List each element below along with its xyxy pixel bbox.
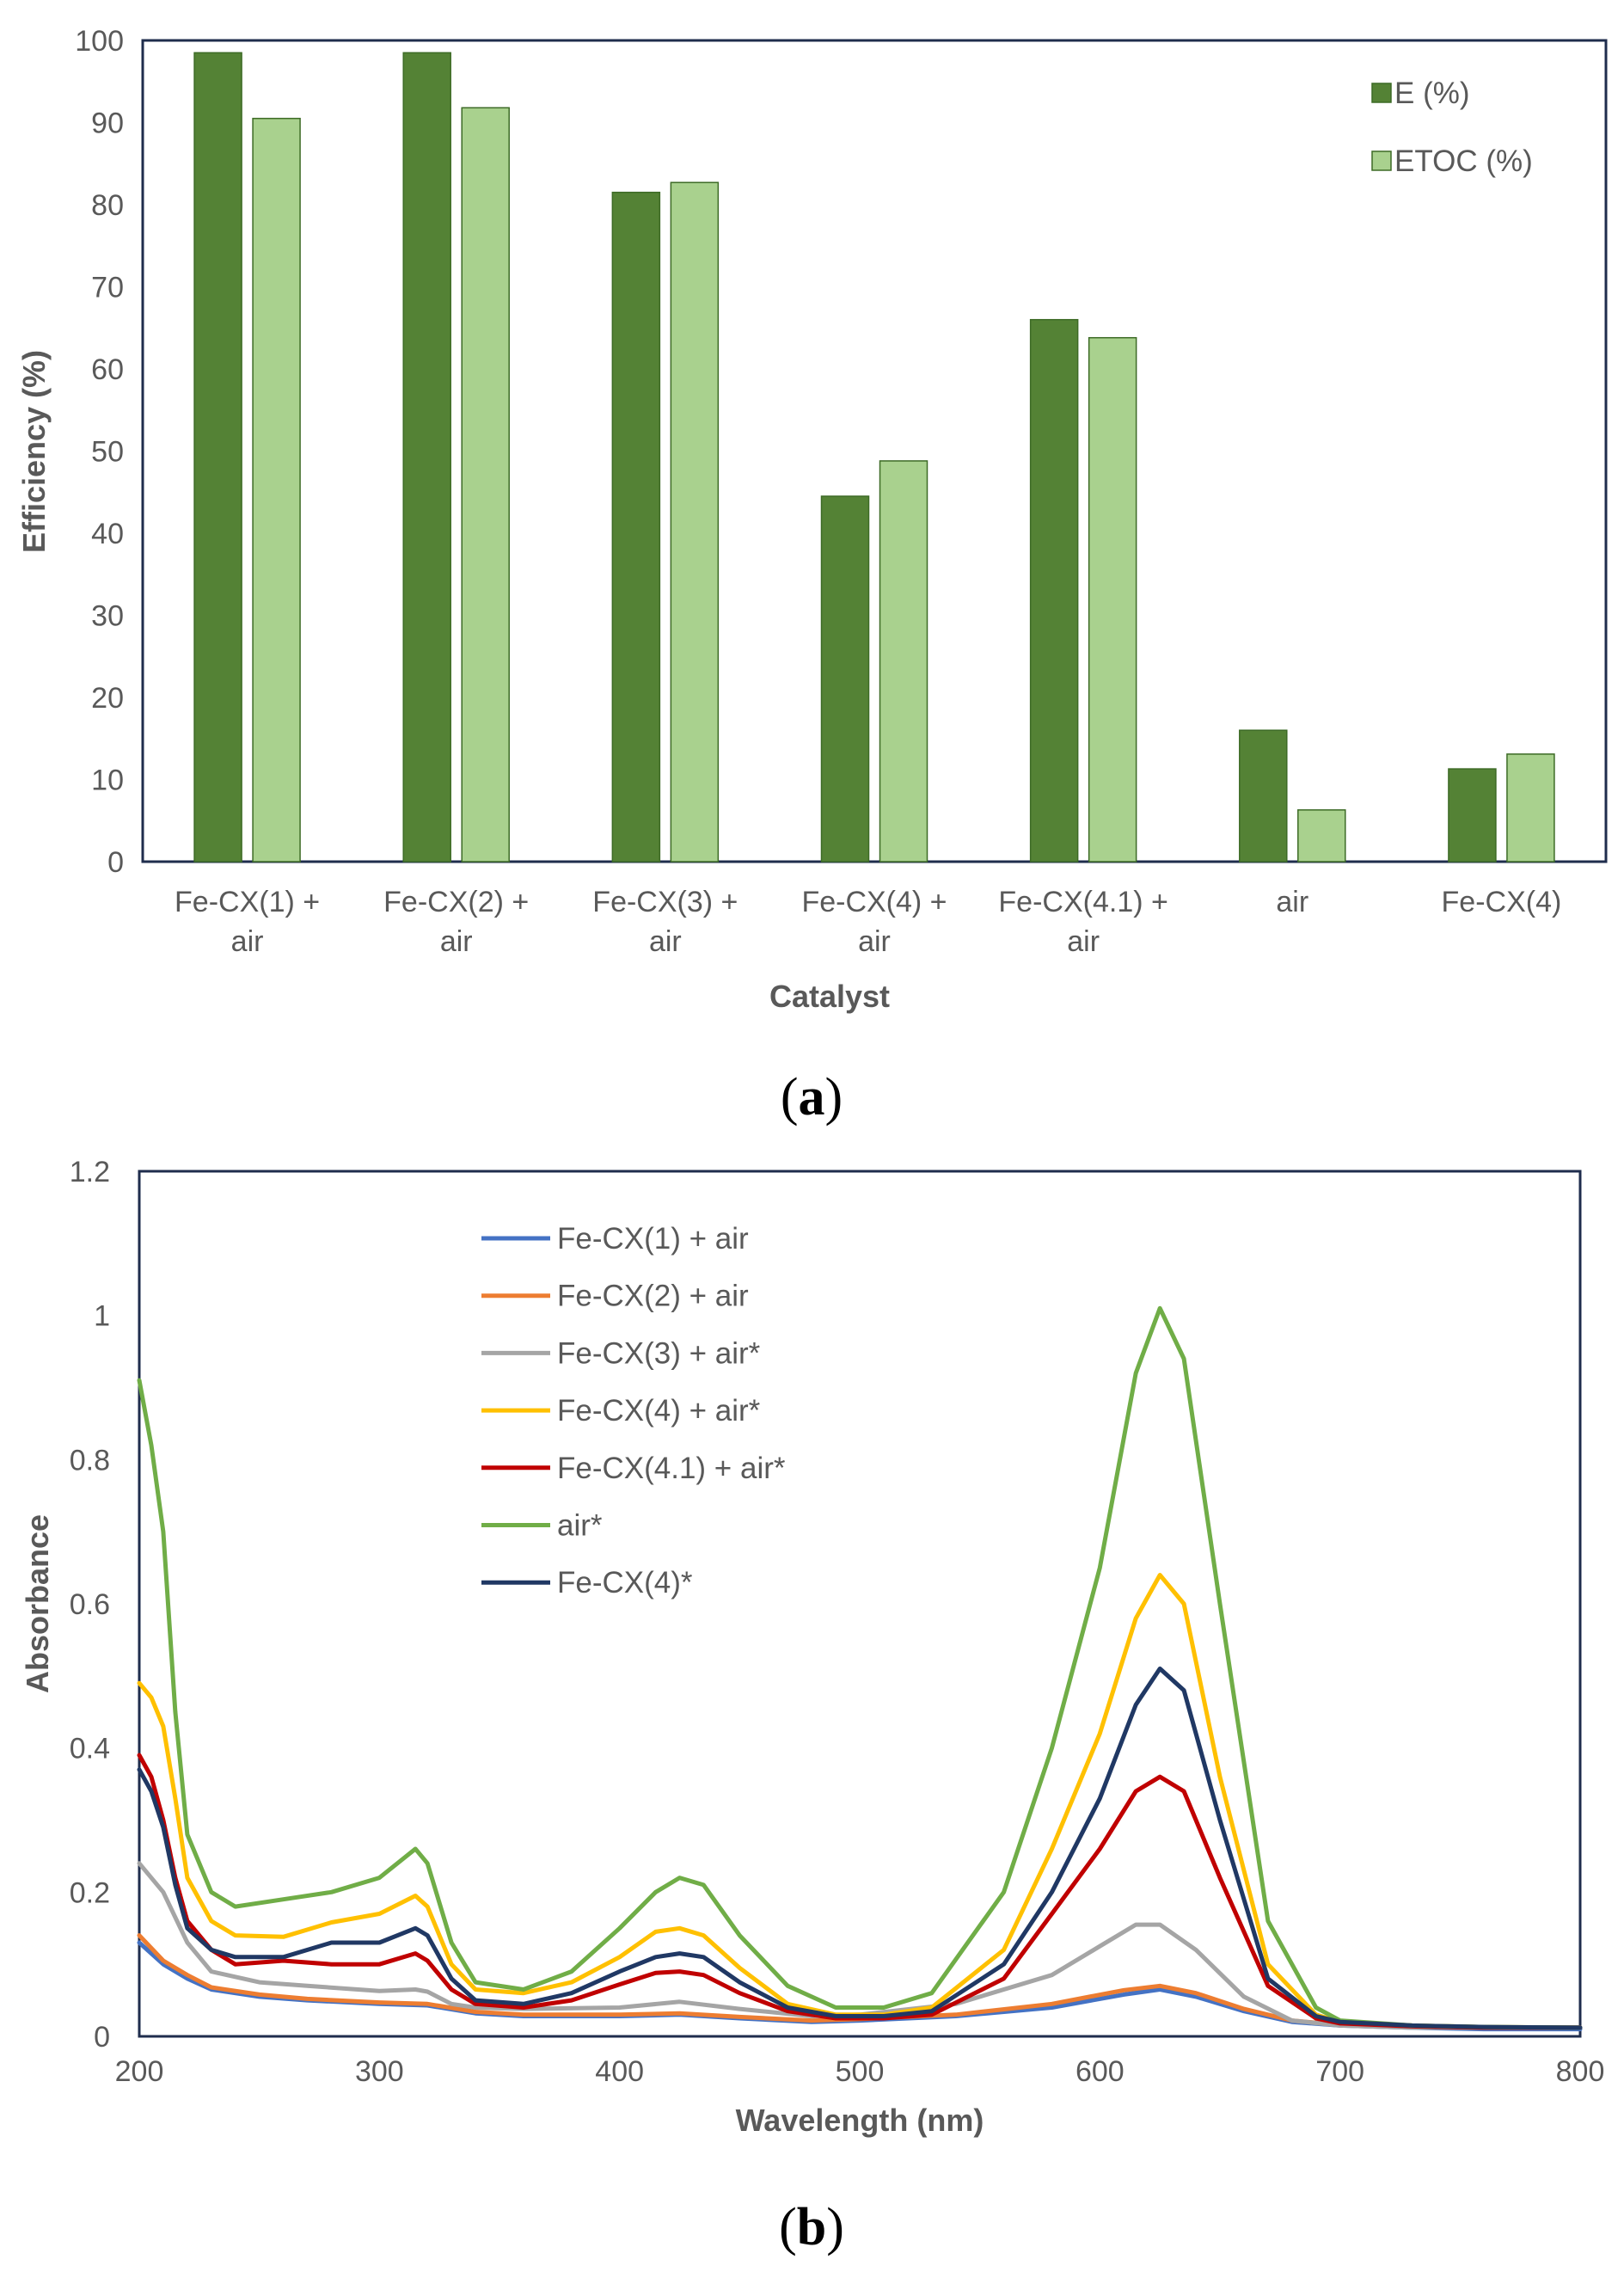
bar-e-3 [820,495,870,863]
x-tick-label: Fe-CX(4) [1442,886,1562,918]
legend-label: E (%) [1394,77,1470,110]
y-tick-label-b: 0.4 [70,1733,110,1765]
legend-label-b: Fe-CX(4)* [557,1566,693,1600]
y-tick-label-b: 1 [94,1300,110,1333]
legend-swatch [1371,150,1392,171]
series-line-6 [137,1666,1583,2030]
legend-label: ETOC (%) [1394,144,1533,178]
x-tick-label-b: 800 [1556,2055,1605,2088]
bar-e-5 [1239,729,1288,863]
y-axis-title-b: Absorbance [20,1514,55,1693]
y-tick-label: 50 [91,436,124,469]
y-tick-label-b: 1.2 [70,1156,110,1188]
x-tick-labels: Fe-CX(1) + air Fe-CX(2) + air Fe-CX(3) + air F… [175,886,1561,958]
bar-e-6 [1448,768,1497,863]
bar-e-1 [402,52,451,863]
bar-etoc-6 [1506,753,1555,863]
panel-letter-b: b [797,2198,826,2257]
x-axis-title-b: Wavelength (nm) [736,2103,984,2138]
series-line-5 [137,1305,1583,2030]
x-tick-label-b: 600 [1076,2055,1125,2088]
y-tick-label: 10 [91,764,124,797]
series-line-2 [137,1861,1583,2030]
plot-area-frame [141,39,1608,863]
spectra-lines [137,1305,1583,2032]
x-tick-label: Fe-CX(4.1) + air [998,886,1167,958]
bar-etoc-1 [461,107,510,863]
series-line-4 [137,1753,1583,2030]
y-tick-label: 30 [91,600,124,633]
y-tick-label: 20 [91,682,124,715]
y-axis-title: Efficiency (%) [16,350,52,553]
x-tick-label: Fe-CX(3) + air [592,886,738,958]
line-chart-panel-b: 00.20.40.60.811.2 200 300 400 500 600 700 800 … [20,1156,1604,2138]
x-tick-label-b: 200 [115,2055,164,2088]
y-tick-label: 40 [91,518,124,550]
x-axis-title: Catalyst [769,979,890,1014]
x-tick-label: Fe-CX(1) + air [175,886,320,958]
y-tick-label: 0 [107,846,124,879]
bar-etoc-2 [670,181,720,863]
legend-label-b: Fe-CX(3) + air* [557,1336,761,1370]
y-tick-label: 100 [75,25,124,58]
bar-e-2 [611,191,661,863]
y-tick-label: 80 [91,189,124,222]
y-tick-label-b: 0.2 [70,1876,110,1909]
x-tick-label: Fe-CX(2) + air [383,886,529,958]
legend-label-b: Fe-CX(4) + air* [557,1394,761,1428]
x-tick-label-b: 500 [836,2055,885,2088]
legend-b: Fe-CX(1) + air Fe-CX(2) + air Fe-CX(3) + a… [481,1222,786,1600]
panel-label-a: (a) [781,1068,843,1127]
series-line-3 [137,1573,1583,2030]
y-tick-label: 70 [91,272,124,304]
y-tick-label-b: 0.6 [70,1588,110,1621]
legend-label-b: Fe-CX(4.1) + air* [557,1452,786,1485]
legend-label-b: Fe-CX(2) + air [557,1280,749,1313]
bar-series [193,52,1555,863]
y-tick-labels-b: 0 0.2 0.4 0.6 0.8 1 1.2 [70,1156,110,2054]
bar-etoc-0 [252,117,301,863]
panel-letter-a: a [799,1068,825,1127]
x-tick-label: air [1276,886,1308,918]
x-tick-labels-b: 200 300 400 500 600 700 800 [115,2055,1605,2088]
x-tick-label-b: 400 [595,2055,644,2088]
y-tick-label: 60 [91,353,124,386]
legend-swatch [1371,83,1392,103]
legend: E (%) ETOC (%) [1371,77,1533,178]
y-tick-labels: 0 10 20 30 40 50 60 70 80 90 100 [75,25,124,879]
legend-label-b: air* [557,1509,603,1543]
bar-e-4 [1029,318,1079,863]
y-tick-label-b: 0.8 [70,1444,110,1477]
legend-label-b: Fe-CX(1) + air [557,1222,749,1256]
bar-etoc-4 [1088,336,1137,863]
x-tick-label-b: 300 [355,2055,404,2088]
y-tick-label-b: 0 [94,2021,110,2054]
panel-label-b: (b) [779,2198,844,2257]
y-tick-label: 90 [91,107,124,140]
bar-etoc-5 [1297,809,1346,863]
bar-etoc-3 [879,460,928,863]
x-tick-label: Fe-CX(4) + air [801,886,947,958]
x-tick-label-b: 700 [1315,2055,1364,2088]
bar-e-0 [193,52,242,863]
plot-area-frame-b [138,1170,1582,2038]
